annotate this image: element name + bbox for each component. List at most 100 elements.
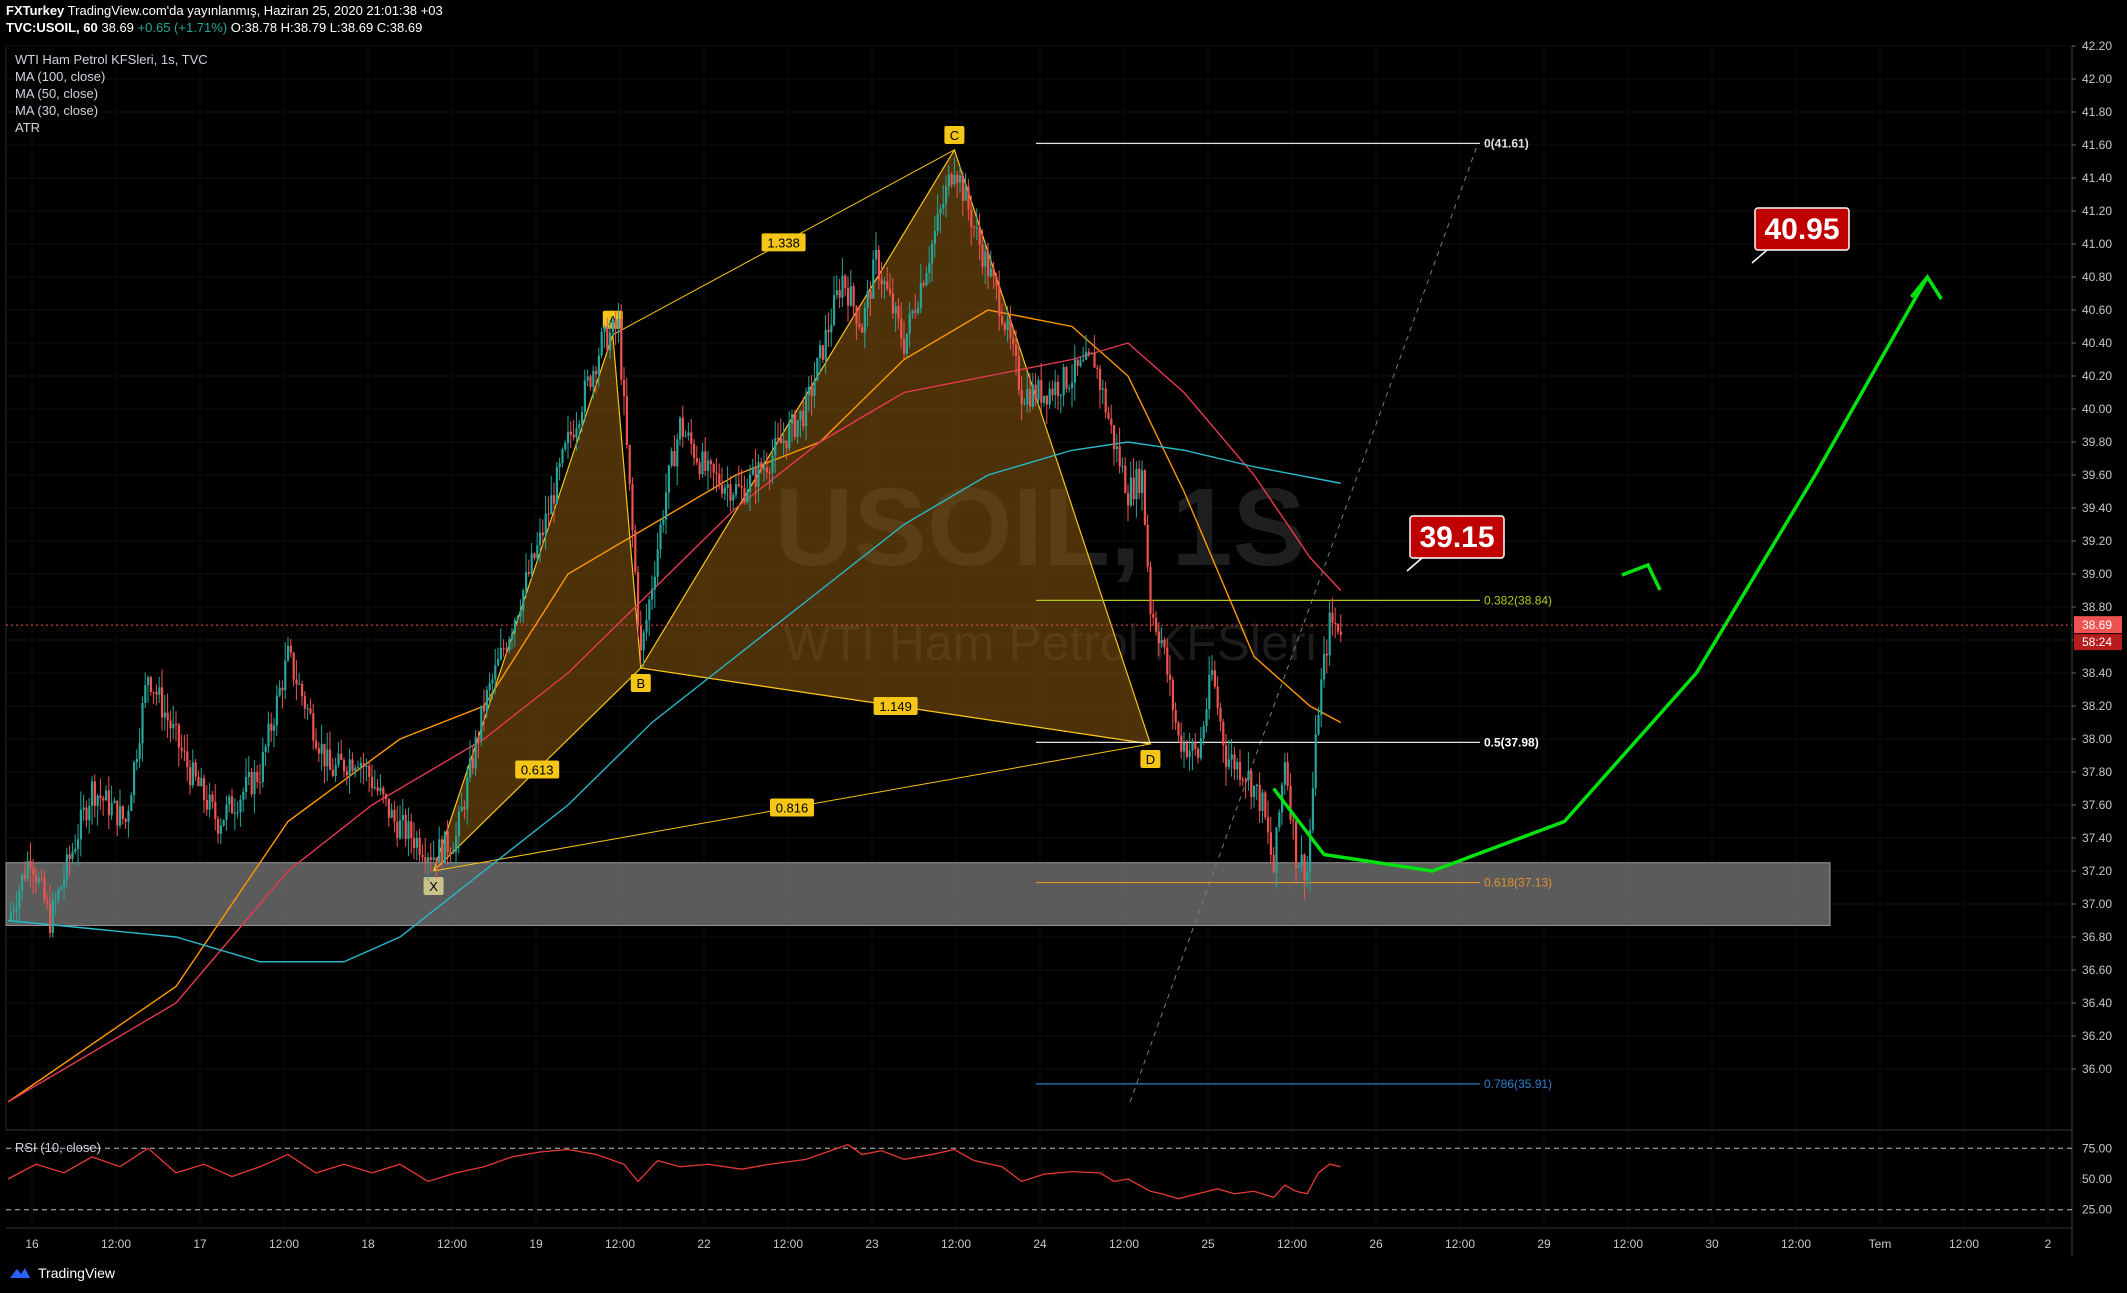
candle-body — [222, 819, 225, 826]
candle-body — [49, 902, 52, 933]
candle-body — [763, 467, 766, 470]
candle-body — [289, 645, 292, 653]
candle-body — [483, 705, 486, 712]
fib-level-label: 0.618(37.13) — [1484, 876, 1552, 890]
candle-body — [961, 175, 964, 201]
candle-body — [446, 831, 449, 853]
candle-body — [1174, 710, 1177, 723]
candle-body — [757, 462, 760, 487]
candle-body — [597, 355, 600, 375]
axes: 42.20 42.00 41.80 41.60 41.40 41.20 41.00 40.80… — [6, 39, 2122, 1256]
candle-body — [1328, 612, 1331, 656]
candle-body — [659, 524, 662, 550]
candle-body — [522, 590, 525, 611]
candle-body — [161, 687, 164, 718]
target-label: 39.15 — [1419, 521, 1494, 554]
candle-body — [379, 787, 382, 792]
candle-body — [572, 434, 575, 438]
candle-body — [679, 417, 682, 440]
candle-body — [525, 572, 528, 591]
candle-body — [502, 647, 505, 650]
y-tick-label: 36.20 — [2082, 1029, 2112, 1043]
candle-body — [1101, 388, 1104, 390]
y-tick-label: 38.00 — [2082, 732, 2112, 746]
candle-body — [511, 633, 514, 640]
candle-body — [833, 294, 836, 325]
candle-body — [497, 659, 500, 666]
candle-body — [746, 492, 749, 503]
candle-body — [421, 854, 424, 858]
candle-body — [1272, 854, 1275, 873]
candle-body — [1264, 792, 1267, 818]
symbol-price: 38.69 — [101, 20, 134, 35]
candle-body — [729, 484, 732, 501]
candle-body — [866, 290, 869, 308]
candle-body — [51, 900, 54, 933]
candle-body — [581, 412, 584, 424]
candle-body — [189, 767, 192, 786]
candle-body — [695, 458, 698, 463]
target-label: 40.95 — [1764, 213, 1839, 246]
legend-ma30[interactable]: MA (30, close) — [15, 103, 99, 118]
candle-body — [477, 736, 480, 740]
y-tick-label: 39.60 — [2082, 468, 2112, 482]
candle-body — [656, 549, 659, 577]
candle-body — [393, 809, 396, 822]
candle-body — [791, 414, 794, 424]
candle-body — [365, 765, 368, 767]
candle-body — [807, 386, 810, 395]
candle-body — [253, 771, 256, 795]
candle-body — [110, 802, 113, 816]
x-tick-label: 26 — [1369, 1237, 1383, 1251]
pivot-label: D — [1146, 752, 1155, 767]
fibonacci-retracement: 0(41.61) 0.382(38.84) 0.5(37.98) 0.618(37.1… — [1036, 136, 1552, 1103]
candle-body — [903, 338, 906, 354]
pivot-badge — [1140, 749, 1161, 768]
candle-body — [651, 589, 654, 600]
candle-body — [782, 440, 785, 443]
candle-body — [880, 279, 883, 285]
x-tick-label: 12:00 — [1613, 1237, 1643, 1251]
candle-body — [1152, 613, 1155, 618]
candle-body — [65, 854, 68, 880]
tradingview-logo[interactable]: TradingView — [8, 1265, 115, 1281]
candle-body — [575, 428, 578, 438]
target-pointer — [1751, 249, 1768, 264]
candle-body — [415, 837, 418, 848]
legend-title[interactable]: WTI Ham Petrol KFSleri, 1s, TVC — [15, 52, 208, 67]
candle-body — [592, 370, 595, 388]
candle-body — [340, 753, 343, 761]
candle-body — [443, 831, 446, 863]
x-tick-label: 17 — [193, 1237, 207, 1251]
pivot-badge — [944, 125, 965, 144]
x-tick-label: 22 — [697, 1237, 711, 1251]
candle-body — [175, 723, 178, 725]
candle-body — [726, 484, 729, 488]
candle-body — [9, 912, 12, 921]
candle-body — [1048, 388, 1051, 405]
candle-body — [116, 800, 119, 826]
legend-ma100[interactable]: MA (100, close) — [15, 69, 106, 84]
candle-body — [665, 492, 668, 520]
candle-body — [1071, 382, 1074, 389]
candle-body — [337, 753, 340, 765]
candle-body — [939, 208, 942, 214]
legend-ma50[interactable]: MA (50, close) — [15, 86, 99, 101]
candle-body — [452, 852, 455, 854]
candle-body — [1194, 742, 1197, 749]
legend-atr[interactable]: ATR — [15, 120, 41, 135]
legend-rsi[interactable]: RSI (10, close) — [15, 1140, 101, 1155]
candle-body — [1017, 356, 1020, 390]
candle-body — [1001, 316, 1004, 324]
candle-body — [1003, 323, 1006, 331]
candle-body — [43, 877, 46, 901]
candle-body — [1241, 779, 1244, 781]
candle-body — [1300, 854, 1303, 866]
candle-body — [410, 821, 413, 839]
candle-body — [673, 451, 676, 467]
candle-body — [281, 687, 284, 691]
candle-body — [760, 462, 763, 470]
candle-body — [463, 806, 466, 810]
projection-arrowhead — [1621, 562, 1662, 591]
